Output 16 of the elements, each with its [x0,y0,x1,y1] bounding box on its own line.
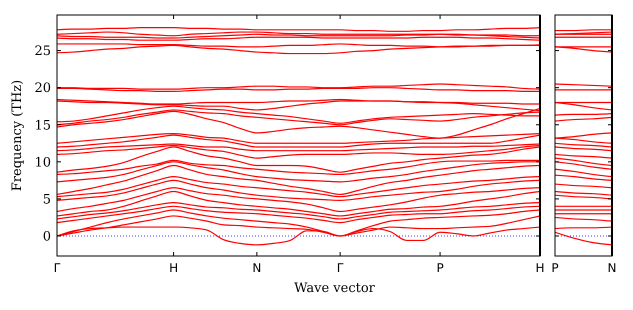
x-tick-label: N [608,261,616,275]
x-tick-label: Γ [54,261,61,275]
y-axis-title: Frequency (THz) [10,80,25,192]
y-tick-label: 5 [42,192,51,208]
y-tick-label: 15 [34,118,51,134]
y-tick-label: 10 [34,155,51,170]
x-tick-label: P [436,261,444,275]
x-tick-label: N [252,261,262,275]
x-tick-label: H [169,261,178,275]
y-tick-label: 25 [34,44,51,60]
x-tick-label: Γ [336,261,344,275]
x-tick-label: H [535,261,545,275]
x-tick-label: P [551,261,559,275]
x-axis-title: Wave vector [294,281,376,296]
y-tick-label: 0 [42,230,51,245]
y-tick-label: 20 [34,81,51,96]
